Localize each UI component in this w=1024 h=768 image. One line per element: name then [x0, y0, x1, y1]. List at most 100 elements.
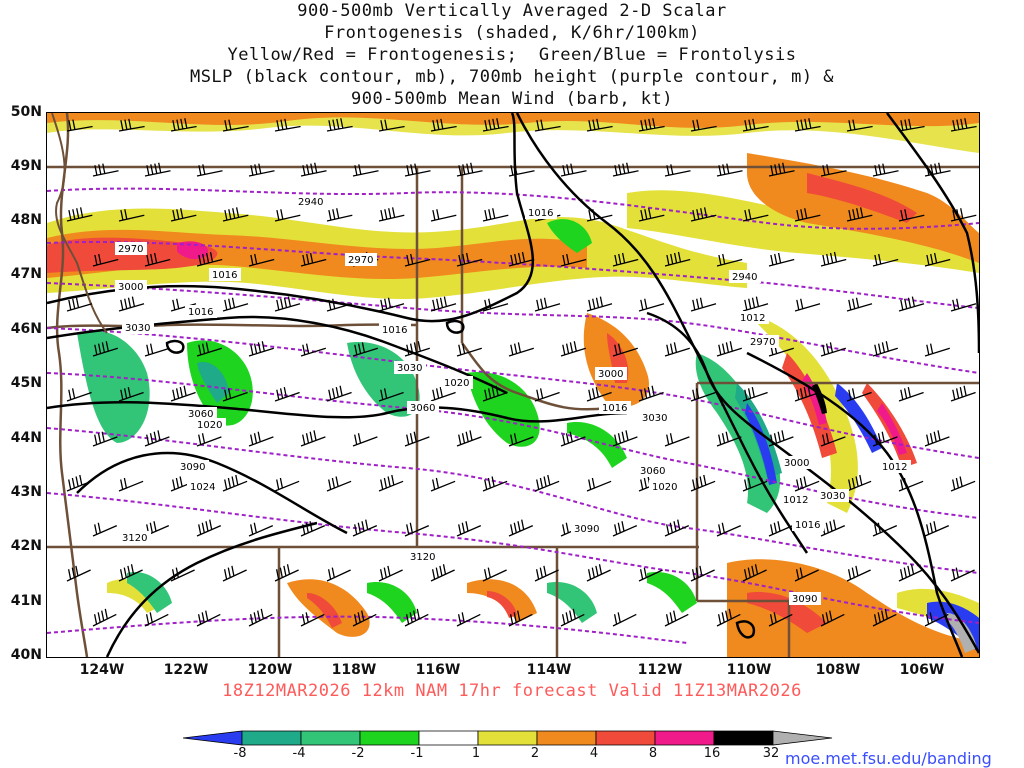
wind-barb — [872, 431, 898, 447]
lat-label-49n: 49N — [10, 158, 42, 174]
wind-barb — [482, 118, 509, 132]
wind-barb — [794, 385, 820, 402]
wind-barb — [92, 431, 118, 447]
mslp-label: 1016 — [212, 270, 237, 281]
wind-barb — [144, 521, 170, 537]
title-line-4: MSLP (black contour, mb), 700mb height (… — [189, 67, 835, 87]
wind-barb — [66, 388, 92, 402]
wind-barb — [508, 251, 535, 267]
mslp-label: 1012 — [740, 313, 765, 324]
mslp-label: 1020 — [444, 378, 469, 389]
forecast-validity: 18Z12MAR2026 12km NAM 17hr forecast Vali… — [222, 681, 802, 701]
colorbar-label: -8 — [233, 746, 247, 761]
wind-barb — [742, 209, 769, 222]
wind-barb — [274, 209, 301, 222]
wind-barb — [248, 431, 274, 447]
wind-barb — [144, 343, 170, 357]
wind-barb — [950, 385, 976, 402]
height-label: 3090 — [792, 594, 817, 605]
wind-barb — [742, 296, 769, 312]
wind-barb — [612, 162, 639, 177]
wind-barb — [378, 474, 404, 492]
wind-barb — [924, 162, 951, 177]
wind-barb — [690, 207, 717, 222]
wind-barb — [664, 433, 690, 447]
wind-barb — [872, 163, 899, 177]
wind-barb — [300, 612, 325, 627]
lat-label-47n: 47N — [10, 266, 42, 282]
height-label: 3060 — [640, 466, 665, 477]
wind-barb — [378, 207, 405, 222]
wind-barb — [430, 564, 455, 582]
height-label: 2940 — [732, 272, 757, 283]
wind-barb — [638, 385, 664, 402]
wind-barb — [66, 565, 91, 582]
wind-barb — [144, 252, 171, 267]
wind-barb — [846, 565, 871, 582]
wind-barb — [820, 433, 846, 447]
height-label: 3120 — [122, 533, 147, 544]
lon-label-110w: 110W — [726, 662, 772, 678]
wind-barb — [274, 386, 300, 402]
wind-barb — [170, 476, 196, 492]
wind-barb — [638, 298, 665, 312]
credit-url[interactable]: moe.met.fsu.edu/banding — [785, 749, 992, 768]
wind-barb — [768, 430, 794, 447]
wind-barb — [846, 119, 873, 132]
height-label-layer: 2940 2970 2970 2940 2970 3000 3000 3030 … — [115, 195, 849, 605]
wind-barb — [664, 342, 690, 357]
wind-barb — [482, 208, 509, 222]
title-line-5: 900-500mb Mean Wind (barb, kt) — [350, 89, 674, 109]
wind-barb — [300, 162, 327, 177]
lon-label-112w: 112W — [637, 662, 683, 678]
wind-barb — [924, 252, 951, 267]
colorbar-label: 32 — [762, 746, 780, 761]
wind-barb — [586, 386, 612, 402]
wind-barb — [196, 610, 221, 627]
lon-label-120w: 120W — [247, 662, 293, 678]
wind-barb — [586, 477, 612, 492]
mslp-label: 1024 — [190, 482, 215, 493]
frontogenesis-map[interactable]: 1016 1016 1016 1016 1016 1016 1020 1020 … — [46, 112, 980, 658]
wind-barb — [300, 521, 326, 537]
lat-label-40n: 40N — [10, 647, 42, 663]
wind-barb — [794, 476, 820, 492]
wind-barb — [248, 253, 275, 267]
wind-barb — [274, 296, 301, 312]
wind-barb — [898, 386, 924, 402]
lon-label-106w: 106W — [899, 662, 945, 678]
title-line-1: 900-500mb Vertically Averaged 2-D Scalar — [297, 1, 727, 21]
wind-barb — [950, 208, 977, 222]
wind-barb — [248, 163, 275, 177]
wind-barb — [482, 385, 508, 402]
wind-barb — [430, 209, 457, 222]
wind-barb — [794, 567, 819, 582]
wind-barb — [768, 521, 794, 537]
wind-barb — [560, 341, 586, 357]
wind-barb — [560, 253, 587, 267]
wind-barb — [690, 119, 717, 132]
wind-barb — [690, 297, 717, 312]
lat-label-44n: 44N — [10, 430, 42, 446]
height-label: 3030 — [397, 363, 422, 374]
wind-barb — [274, 564, 299, 582]
colorbar-label: 8 — [648, 746, 658, 761]
wind-barb — [456, 430, 482, 447]
wind-barb — [716, 163, 743, 177]
colorbar-segment — [536, 730, 597, 746]
lon-label-114w: 114W — [526, 662, 572, 678]
wind-barb — [534, 388, 560, 402]
wind-barb — [326, 385, 352, 402]
wind-barb — [742, 477, 768, 492]
colorbar-label: -4 — [292, 746, 306, 761]
wind-barb — [872, 608, 897, 627]
wind-barb — [92, 163, 119, 177]
wind-barb — [742, 564, 767, 582]
wind-barb — [794, 118, 821, 132]
height-label: 2970 — [348, 255, 373, 266]
wind-barb — [248, 522, 274, 537]
coastline — [51, 113, 108, 334]
wind-barb — [638, 567, 663, 582]
wind-barb — [66, 297, 93, 312]
height-label: 3060 — [188, 409, 213, 420]
